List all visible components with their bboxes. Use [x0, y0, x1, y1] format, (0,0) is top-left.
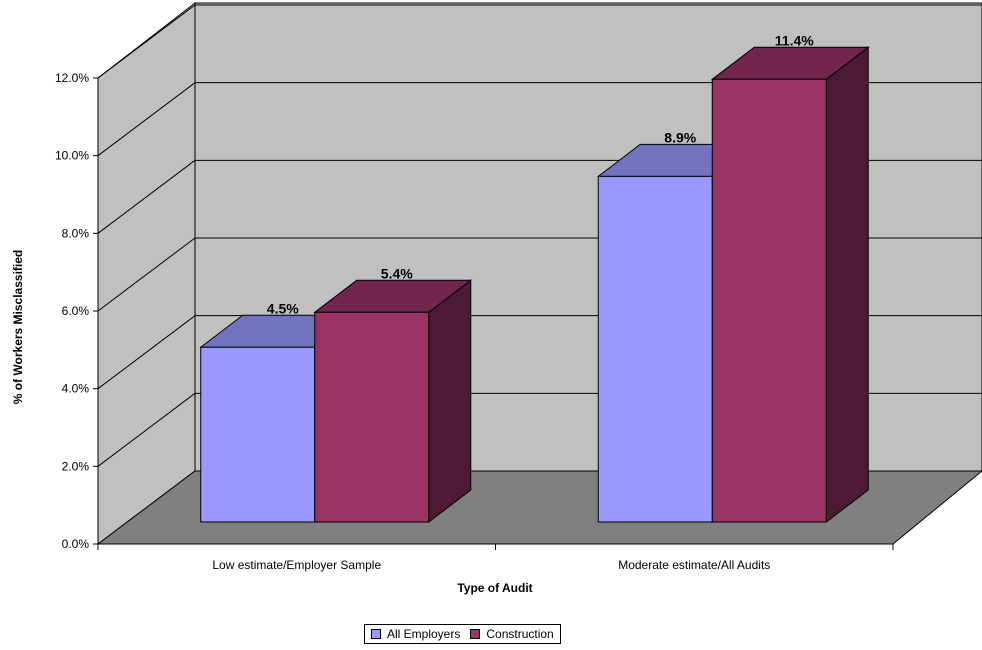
side-wall	[97, 1, 196, 546]
y-tick-label: 12.0%	[55, 71, 89, 85]
gridline-side	[97, 4, 196, 79]
legend-label-all-employers: All Employers	[387, 627, 461, 641]
bar-construction-0: 5.4%	[313, 265, 473, 524]
y-tick-label: 10.0%	[55, 149, 89, 163]
bar-front-face	[597, 175, 713, 523]
bar-front-face	[200, 346, 316, 523]
gridline-side	[97, 159, 196, 234]
bar-side-face	[825, 46, 869, 524]
bars-group: 4.5% 5.4% 8.9% 11.4%	[199, 32, 870, 524]
y-tick-label: 4.0%	[62, 382, 90, 396]
y-tick-label: 2.0%	[62, 459, 90, 473]
y-tick-label: 6.0%	[62, 304, 90, 318]
gridline-side	[97, 82, 196, 157]
gridline-side	[97, 237, 196, 312]
legend-label-construction: Construction	[486, 627, 554, 641]
data-label: 11.4%	[775, 32, 814, 48]
gridline-side	[97, 392, 196, 467]
gridline-side	[97, 315, 196, 390]
legend-swatch-construction	[470, 629, 481, 639]
legend-item-all-employers: All Employers	[371, 627, 460, 641]
y-tick-label: 0.0%	[62, 537, 90, 551]
legend-swatch-all-employers	[371, 629, 381, 639]
data-label: 5.4%	[381, 265, 413, 281]
y-tick-label: 8.0%	[62, 226, 90, 240]
axes-group: 0.0% 2.0% 4.0% 6.0% 8.0% 10.0% 12.0% Low estima…	[55, 71, 894, 572]
x-tick-label: Low estimate/Employer Sample	[212, 558, 381, 572]
bar-construction-1: 11.4%	[710, 32, 870, 524]
bar-side-face	[428, 279, 472, 524]
bar-front-face	[314, 311, 430, 523]
data-label: 4.5%	[267, 300, 299, 316]
y-axis-title: % of Workers Misclassified	[11, 250, 25, 405]
x-axis-title: Type of Audit	[457, 581, 532, 595]
legend-item-construction: Construction	[470, 627, 554, 641]
legend: All Employers Construction	[364, 624, 561, 644]
bar-front-face	[711, 78, 827, 523]
x-tick-label: Moderate estimate/All Audits	[618, 558, 770, 572]
data-label: 8.9%	[664, 129, 696, 145]
